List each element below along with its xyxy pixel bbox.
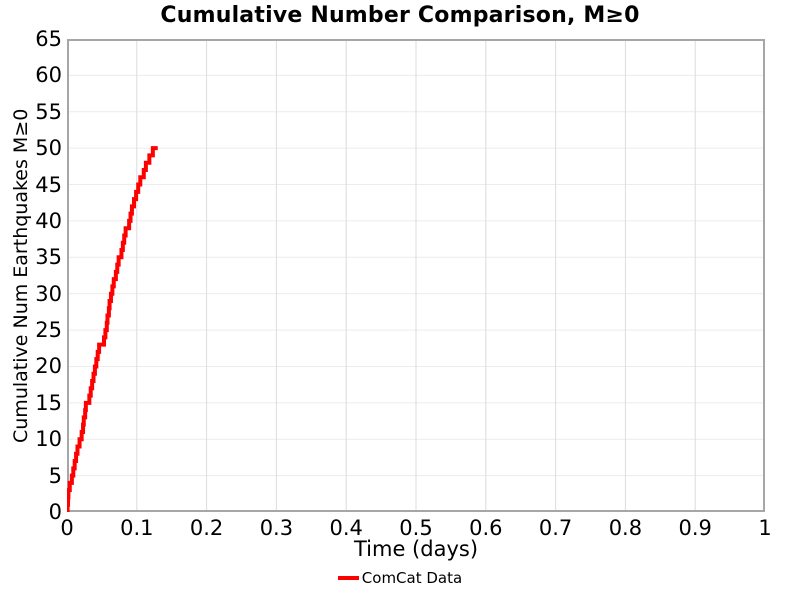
y-tick-label: 10: [35, 427, 62, 452]
x-tick-label: 0.3: [259, 516, 294, 540]
y-tick-label: 30: [35, 281, 62, 306]
data-series-line: [67, 146, 158, 512]
x-tick-label: 0.6: [469, 516, 503, 540]
x-tick-label: 0.2: [189, 516, 224, 540]
x-tick-label: 0: [60, 516, 74, 540]
legend-line-swatch-icon: [337, 576, 359, 580]
y-tick-label: 35: [35, 245, 62, 270]
x-tick-label: 0.7: [538, 516, 573, 540]
x-tick-label: 0.1: [120, 516, 154, 540]
plot-area: [67, 39, 765, 512]
x-tick-label: 0.9: [678, 516, 712, 540]
x-tick-label: 0.4: [329, 516, 363, 540]
y-tick-label: 45: [35, 172, 62, 197]
plot-canvas: [67, 39, 765, 512]
y-tick-label: 60: [35, 63, 62, 88]
legend: ComCat Data: [0, 567, 800, 589]
legend-entry-label: ComCat Data: [361, 569, 463, 587]
x-tick-label: 0.8: [608, 516, 643, 540]
y-tick-label: 15: [35, 390, 62, 415]
x-axis-label: Time (days): [353, 537, 479, 561]
x-tick-label: 1: [758, 516, 772, 540]
y-tick-label: 55: [35, 99, 62, 124]
y-tick-label: 5: [48, 463, 62, 488]
y-tick-label: 50: [35, 136, 62, 161]
y-tick-label: 40: [35, 208, 62, 233]
y-tick-label: 25: [35, 318, 62, 343]
y-tick-label: 0: [48, 500, 62, 524]
x-tick-label: 0.5: [399, 516, 433, 540]
y-tick-label: 65: [35, 27, 62, 51]
chart-title: Cumulative Number Comparison, M≥0: [160, 3, 640, 28]
y-tick-label: 20: [35, 354, 62, 379]
plot-frame: [67, 39, 765, 512]
